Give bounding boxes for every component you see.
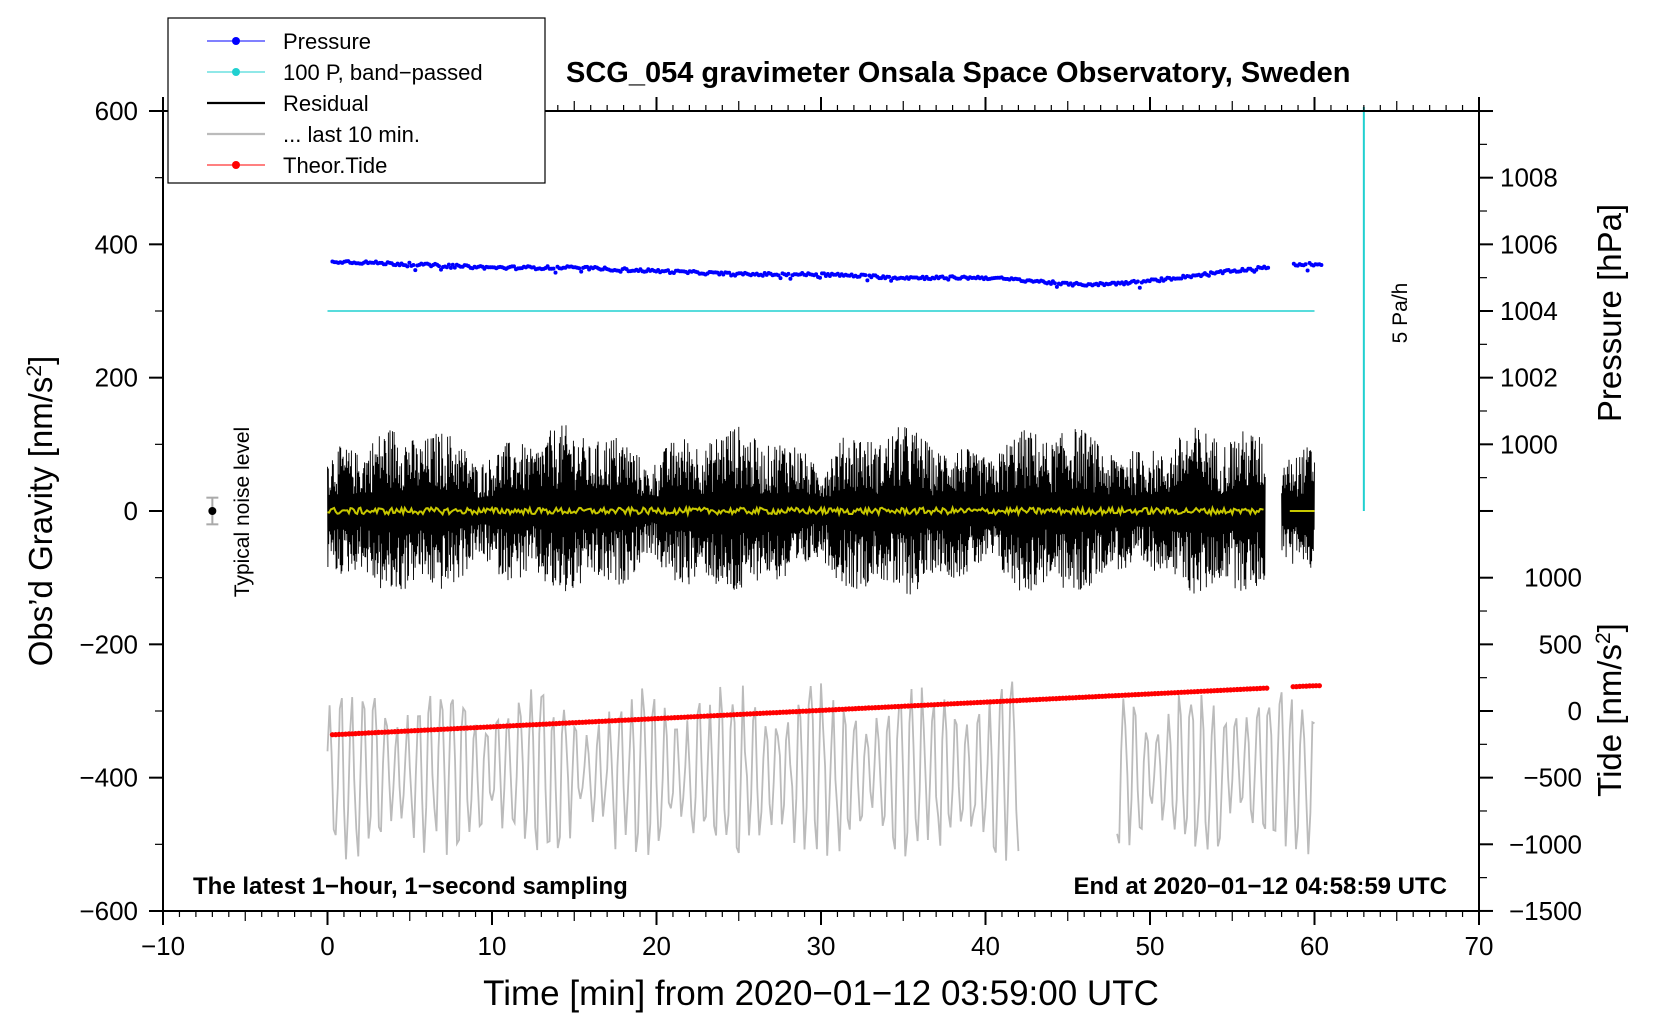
pressure-point bbox=[579, 269, 584, 274]
pressure-point bbox=[946, 277, 951, 282]
pressure-point bbox=[778, 276, 783, 281]
tide-tick-label: −1000 bbox=[1509, 829, 1582, 859]
residual-line-a bbox=[327, 425, 1266, 595]
x-tick-label: 60 bbox=[1300, 931, 1329, 961]
legend-swatch-dot bbox=[232, 37, 240, 45]
legend: Pressure 100 P, band−passed Residual ... la… bbox=[167, 17, 546, 184]
pressure-point bbox=[1206, 273, 1211, 278]
y-left-tick-label: 200 bbox=[95, 363, 138, 393]
pressure-point bbox=[887, 274, 892, 279]
tide-tick-label: 500 bbox=[1539, 629, 1582, 659]
pressure-point bbox=[577, 266, 582, 271]
pressure-layer bbox=[330, 259, 1324, 290]
x-tick-label: 0 bbox=[320, 931, 334, 961]
pressure-axis-label: Pressure [hPa] bbox=[1591, 204, 1628, 422]
tide-point bbox=[1316, 683, 1322, 689]
y-left-tick-label: −600 bbox=[79, 896, 138, 926]
x-tick-label: 20 bbox=[642, 931, 671, 961]
pressure-point bbox=[452, 265, 457, 270]
pressure-point bbox=[1319, 263, 1324, 267]
residual-smoothed-line-a bbox=[327, 504, 1264, 518]
y-left-axis-label: Obs’d Gravity [nm/s2] bbox=[22, 356, 59, 667]
tide-tick-label: 0 bbox=[1568, 696, 1582, 726]
pressure-tick-label: 1008 bbox=[1500, 163, 1558, 193]
noise-bar-point bbox=[208, 507, 217, 515]
last-10-min-line-a bbox=[326, 681, 1020, 861]
pressure-tick-label: 1004 bbox=[1500, 296, 1558, 326]
pressure-point bbox=[446, 262, 451, 267]
pressure-point bbox=[1137, 285, 1142, 290]
tide-layer bbox=[329, 683, 1322, 738]
y-left-tick-label: −200 bbox=[79, 629, 138, 659]
pressure-point bbox=[814, 272, 819, 277]
pressure-point bbox=[1135, 279, 1140, 284]
legend-swatch-dot bbox=[232, 68, 240, 76]
pressure-point bbox=[1254, 267, 1259, 272]
last-10-min-layer bbox=[326, 681, 1315, 861]
x-tick-label: −10 bbox=[141, 931, 185, 961]
tide-point bbox=[1264, 685, 1270, 691]
pressure-tick-label: 1006 bbox=[1500, 229, 1558, 259]
x-tick-label: 30 bbox=[807, 931, 836, 961]
x-tick-label: 50 bbox=[1136, 931, 1165, 961]
pressure-point bbox=[1179, 276, 1184, 281]
x-tick-label: 40 bbox=[971, 931, 1000, 961]
y-left-tick-label: 0 bbox=[124, 496, 138, 526]
legend-entry-label: Residual bbox=[283, 91, 369, 116]
x-tick-label: 10 bbox=[478, 931, 507, 961]
tide-tick-label: −500 bbox=[1523, 763, 1582, 793]
x-tick-label: 70 bbox=[1465, 931, 1494, 961]
pressure-point bbox=[553, 270, 558, 275]
pressure-tick-label: 1000 bbox=[1500, 429, 1558, 459]
pressure-point bbox=[413, 268, 418, 273]
pressure-point bbox=[1305, 268, 1310, 273]
pressure-point bbox=[1266, 265, 1271, 270]
noise-bar-label: Typical noise level bbox=[231, 427, 254, 597]
pressure-point bbox=[1303, 262, 1308, 267]
residual-line-b bbox=[1281, 447, 1315, 568]
pressure-point bbox=[1054, 284, 1059, 289]
tide-axis-label: Tide [nm/s2] bbox=[1591, 623, 1628, 797]
y-left-tick-label: −400 bbox=[79, 763, 138, 793]
residual-layer bbox=[327, 425, 1315, 595]
pressure-point bbox=[863, 273, 868, 278]
pressure-point bbox=[437, 264, 441, 269]
x-axis-label: Time [min] from 2020−01−12 03:59:00 UTC bbox=[483, 974, 1159, 1013]
tide-tick-label: −1500 bbox=[1509, 896, 1582, 926]
legend-box bbox=[167, 17, 546, 184]
y-left-tick-label: 600 bbox=[95, 96, 138, 126]
chart-title: SCG_054 gravimeter Onsala Space Observat… bbox=[566, 57, 1350, 89]
annotation-bottom-right: End at 2020−01−12 04:58:59 UTC bbox=[1073, 873, 1447, 900]
pressure-point bbox=[788, 276, 793, 281]
axis-layer: −10 0 10 20 30 40 50 60 70 600 400 200 0 −200 −400 −600… bbox=[79, 96, 1582, 961]
pressure-point bbox=[512, 264, 516, 269]
tide-tick-label: 1000 bbox=[1524, 563, 1582, 593]
pressure-point bbox=[448, 265, 453, 270]
legend-entry-label: ... last 10 min. bbox=[283, 122, 420, 147]
pressure-point bbox=[407, 260, 412, 265]
pressure-point bbox=[1052, 281, 1057, 286]
pressure-point bbox=[405, 264, 410, 269]
pressure-tick-label: 1002 bbox=[1500, 363, 1558, 393]
legend-swatch-dot bbox=[232, 161, 240, 169]
pressure-point bbox=[551, 266, 556, 271]
pressure-point bbox=[865, 278, 870, 283]
last-10-min-line-b bbox=[1116, 692, 1315, 855]
pressure-point bbox=[786, 271, 791, 276]
pressure-point bbox=[450, 262, 455, 267]
pressure-point bbox=[818, 275, 822, 280]
pressure-point bbox=[411, 263, 416, 267]
legend-entry-label: Theor.Tide bbox=[283, 153, 387, 178]
legend-entry-label: Pressure bbox=[283, 29, 371, 54]
y-left-tick-label: 400 bbox=[95, 229, 138, 259]
scale-marker-label: 5 Pa/h bbox=[1389, 283, 1412, 344]
pressure-point bbox=[1157, 279, 1162, 284]
legend-entry-label: 100 P, band−passed bbox=[283, 60, 483, 85]
annotation-bottom-left: The latest 1−hour, 1−second sampling bbox=[193, 873, 628, 900]
pressure-point bbox=[727, 270, 732, 275]
marker-layer: Typical noise level 5 Pa/h bbox=[206, 107, 1412, 597]
